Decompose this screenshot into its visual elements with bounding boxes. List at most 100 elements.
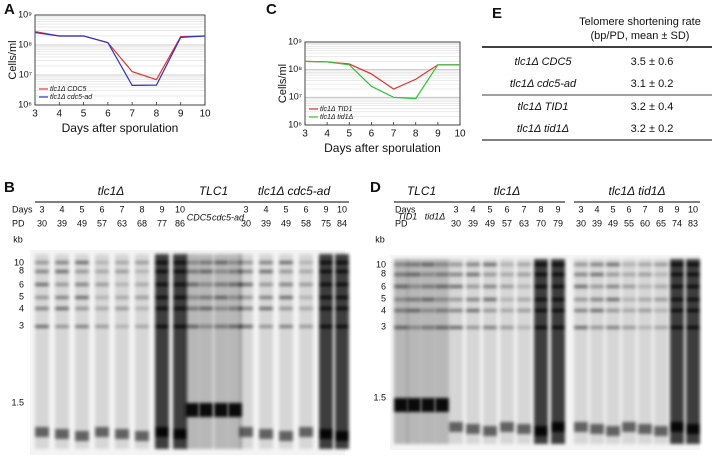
series-line — [304, 60, 460, 100]
gel-lane — [670, 259, 684, 444]
gel-lane — [449, 259, 463, 444]
day-label: 3 — [243, 204, 248, 214]
lane-band — [654, 298, 668, 301]
kb-label: kb — [375, 234, 385, 244]
lane-terminal-band — [239, 427, 253, 437]
gel-lane — [155, 254, 169, 449]
lane-terminal-band — [299, 427, 313, 437]
lane-band — [449, 285, 463, 288]
lane-band — [239, 261, 253, 264]
gel-lane — [435, 259, 449, 444]
gel-lane — [394, 259, 408, 444]
pd-label: 79 — [553, 218, 563, 228]
row-label: PD — [12, 218, 25, 228]
lane-band — [483, 273, 497, 276]
lane-terminal-band — [228, 403, 242, 417]
lane-band — [638, 298, 652, 301]
lane-band — [654, 309, 668, 312]
lane-band — [155, 325, 169, 328]
lane-band — [228, 283, 242, 286]
lane-band — [670, 273, 684, 276]
lane-band — [686, 263, 700, 266]
lane-band — [279, 270, 293, 273]
lane-band — [35, 270, 49, 273]
strain-label: TID1 — [398, 211, 418, 221]
lane-band — [173, 283, 187, 286]
lane-band — [299, 296, 313, 299]
lane-band — [115, 325, 129, 328]
lane-band — [279, 261, 293, 264]
lane-band — [173, 307, 187, 310]
lane-band — [654, 326, 668, 329]
lane-terminal-band — [483, 426, 497, 436]
lane-terminal-band — [394, 398, 408, 412]
lane-band — [407, 309, 421, 312]
day-label: 4 — [263, 204, 268, 214]
day-label: 4 — [59, 204, 64, 214]
lane-smear — [239, 254, 253, 449]
lane-band — [407, 285, 421, 288]
lane-terminal-band — [55, 429, 69, 439]
gel-lane — [517, 259, 531, 444]
pd-label: 63 — [519, 218, 529, 228]
gel-lane — [466, 259, 480, 444]
lane-band — [55, 296, 69, 299]
group-label: tlc1Δ tid1Δ — [608, 184, 665, 198]
pd-label: 49 — [608, 218, 618, 228]
pd-label: 75 — [321, 218, 331, 228]
gel-lane — [55, 254, 69, 449]
lane-band — [199, 261, 213, 264]
lane-band — [483, 326, 497, 329]
lane-band — [35, 283, 49, 286]
lane-band — [574, 298, 588, 301]
lane-smear — [394, 259, 408, 444]
lane-band — [421, 273, 435, 276]
table-cell: tlc1Δ CDC5 — [514, 56, 572, 68]
day-label: 9 — [674, 204, 679, 214]
size-marker: 8 — [19, 265, 24, 275]
lane-smear — [517, 259, 531, 444]
lane-band — [686, 285, 700, 288]
pd-label: 30 — [576, 218, 586, 228]
lane-band — [670, 285, 684, 288]
lane-band — [534, 326, 548, 329]
lane-band — [449, 273, 463, 276]
pd-label: 86 — [175, 218, 185, 228]
lane-smear — [686, 259, 700, 444]
x-axis-label: Days after sporulation — [324, 141, 441, 155]
day-label: 7 — [642, 204, 647, 214]
lane-band — [155, 261, 169, 264]
lane-band — [115, 307, 129, 310]
lane-band — [534, 285, 548, 288]
lane-band — [155, 270, 169, 273]
pd-label: 39 — [468, 218, 478, 228]
lane-band — [239, 325, 253, 328]
x-tick-label: 8 — [413, 129, 419, 140]
day-label: 3 — [39, 204, 44, 214]
pd-label: 49 — [77, 218, 87, 228]
lane-smear — [75, 254, 89, 449]
lane-band — [319, 296, 333, 299]
table-cell: tlc1Δ tid1Δ — [517, 123, 569, 135]
group-label: tlc1Δ — [98, 184, 125, 198]
panel-label: D — [370, 179, 381, 196]
lane-band — [517, 273, 531, 276]
lane-band — [95, 325, 109, 328]
day-label: 6 — [99, 204, 104, 214]
plot-frame — [304, 41, 461, 126]
lane-band — [407, 298, 421, 301]
y-tick-label: 10⁶ — [18, 99, 32, 109]
pd-label: 63 — [117, 218, 127, 228]
lane-band — [670, 263, 684, 266]
lane-band — [35, 325, 49, 328]
lane-band — [185, 296, 199, 299]
lane-band — [135, 325, 149, 328]
lane-band — [574, 273, 588, 276]
lane-band — [214, 296, 228, 299]
gel-lane — [606, 259, 620, 444]
lane-terminal-band — [421, 398, 435, 412]
lane-smear — [319, 254, 333, 449]
size-marker: 5 — [19, 291, 24, 301]
lane-band — [500, 326, 514, 329]
